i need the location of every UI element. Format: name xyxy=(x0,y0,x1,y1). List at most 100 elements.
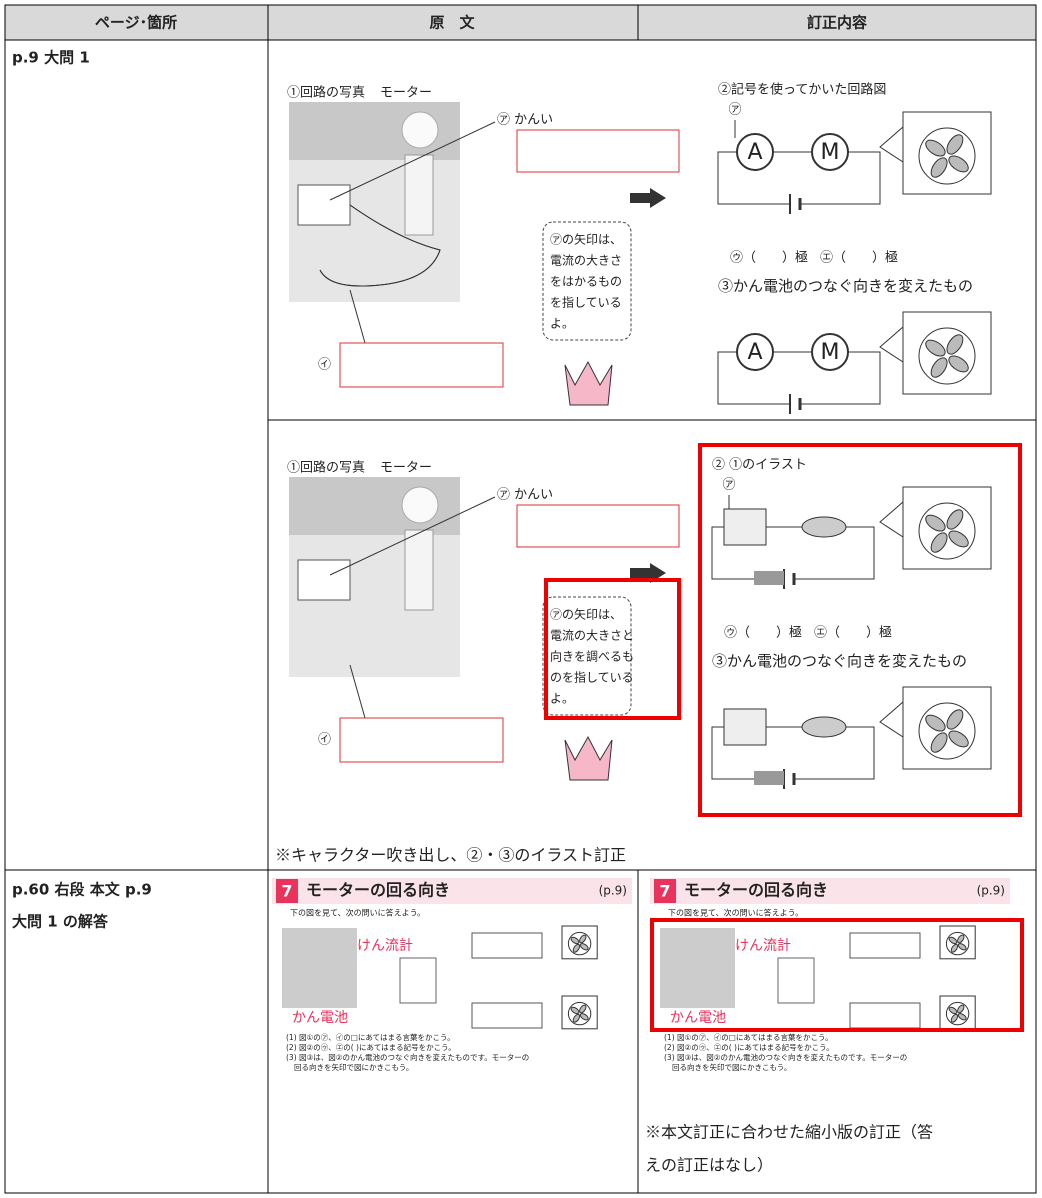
battery-gap xyxy=(785,573,793,585)
label-a: ㋐ かんい xyxy=(497,113,553,128)
meter xyxy=(297,559,351,601)
answer-box xyxy=(339,342,504,388)
ammeter-symbol: A xyxy=(747,340,762,365)
fan-blade xyxy=(572,943,581,953)
fan-blade xyxy=(579,1013,589,1021)
location: p.60 右段 本文 p.9 xyxy=(12,881,152,899)
location: 大問 1 の解答 xyxy=(12,913,109,931)
correction-frame xyxy=(544,578,681,720)
photo-title: ①回路の写真 xyxy=(287,460,365,476)
mark-a: ㋐ xyxy=(722,478,735,493)
fan-blade xyxy=(948,155,969,173)
bubble-text: よ。 xyxy=(550,692,574,706)
answer-box xyxy=(516,504,680,548)
location: p.9 大問 1 xyxy=(12,49,90,67)
correction-frame xyxy=(650,918,1024,1032)
fan xyxy=(918,502,976,560)
wire xyxy=(319,204,441,287)
thumb-header xyxy=(650,878,1010,904)
diagram-title: ②記号を使ってかいた回路図 xyxy=(718,82,886,98)
battery-illustration xyxy=(754,571,784,585)
pole: ㋒（ ）極 xyxy=(730,250,808,266)
header: ページ･箇所 xyxy=(95,14,177,32)
callout xyxy=(879,325,904,363)
fan-blade xyxy=(948,730,969,748)
fan xyxy=(567,1001,592,1026)
pointer xyxy=(349,664,366,719)
callout xyxy=(879,700,904,738)
note: ※本文訂正に合わせた縮小版の訂正（答 xyxy=(645,1123,933,1142)
thumb-question: (3) 図③は、図②のかん電池のつなぐ向きを変えたものです。モーターの xyxy=(286,1052,529,1062)
fan-blade xyxy=(948,355,969,373)
pointer xyxy=(349,289,366,344)
thumb-title: モーターの回る向き xyxy=(306,881,450,900)
header-bg xyxy=(5,5,1036,40)
motor-symbol-text: M xyxy=(821,140,840,165)
pole: ㋒（ ）極 xyxy=(724,625,802,641)
fan-blade xyxy=(957,943,967,951)
fan xyxy=(918,327,976,385)
fan-blade xyxy=(925,339,946,357)
battery-gap xyxy=(791,198,799,210)
pointer xyxy=(329,496,496,576)
answer-box xyxy=(516,129,680,173)
thumb-question: (1) 図①の㋐、㋑の□にあてはまる言葉をかこう。 xyxy=(286,1032,455,1042)
bubble-text: を指している xyxy=(550,295,622,310)
thumb-page: (p.9) xyxy=(977,884,1005,898)
thumb-question: (2) 図②の㋒、㋓の( )にあてはまる記号をかこう。 xyxy=(286,1042,456,1052)
thumb-circuit xyxy=(849,1002,921,1029)
meter-illustration xyxy=(723,708,767,746)
motor-label: モーター xyxy=(380,86,432,101)
callout xyxy=(879,500,904,538)
battery-illustration xyxy=(754,771,784,785)
character xyxy=(564,360,613,406)
thumb-photo xyxy=(282,928,357,1008)
pole: ㋓（ ）極 xyxy=(820,250,898,266)
bubble-text: 電流の大きさ xyxy=(550,254,622,268)
bubble-text: 電流の大きさと xyxy=(550,629,634,643)
thumb-circuit xyxy=(471,932,543,959)
ammeter xyxy=(736,333,774,371)
pointer xyxy=(329,121,496,201)
thumb-number-bg xyxy=(654,879,676,903)
fan-blade xyxy=(572,1013,581,1023)
thumb-circuit xyxy=(471,1002,543,1029)
bubble-text: 向きを調べるも xyxy=(550,649,634,664)
fan-blade xyxy=(930,532,948,553)
fan-blade xyxy=(957,1004,965,1014)
thumb-answer: けん流計 xyxy=(735,938,791,954)
motor-symbol xyxy=(811,333,849,371)
motor-symbol-text: M xyxy=(821,340,840,365)
diagram3-title: ③かん電池のつなぐ向きを変えたもの xyxy=(712,652,967,670)
bubble-text: よ。 xyxy=(550,317,574,331)
speech-bubble xyxy=(542,596,632,716)
note: ※キャラクター吹き出し、②・③のイラスト訂正 xyxy=(275,846,626,865)
fan-blade xyxy=(579,1004,587,1014)
thumb-bubble xyxy=(399,957,437,1004)
header: 原 文 xyxy=(429,14,475,32)
note: えの訂正はなし） xyxy=(645,1156,773,1175)
fan-blade xyxy=(950,1013,959,1023)
fan xyxy=(918,702,976,760)
fan-blade xyxy=(957,1013,967,1021)
fan-blade xyxy=(925,514,946,532)
mark-a: ㋐ xyxy=(728,103,741,118)
thumb-question: (2) 図②の㋒、㋓の( )にあてはまる記号をかこう。 xyxy=(664,1042,834,1052)
bubble-text: のを指している xyxy=(550,670,634,685)
fan-blade xyxy=(579,934,587,944)
fan-blade xyxy=(930,157,948,178)
meter-illustration xyxy=(723,508,767,546)
photo-fan xyxy=(401,111,439,149)
fan-blade xyxy=(930,732,948,753)
thumb-bubble xyxy=(777,957,815,1004)
fan-blade xyxy=(950,943,959,953)
motor-label: モーター xyxy=(380,461,432,476)
thumb-answer: けん流計 xyxy=(357,938,413,954)
bubble-text: ㋐の矢印は、 xyxy=(550,608,622,622)
thumb-circuit xyxy=(849,932,921,959)
thumb-page: (p.9) xyxy=(599,884,627,898)
photo-title: ①回路の写真 xyxy=(287,85,365,101)
fan-blade xyxy=(948,936,958,945)
label-a: ㋐ かんい xyxy=(497,488,553,503)
